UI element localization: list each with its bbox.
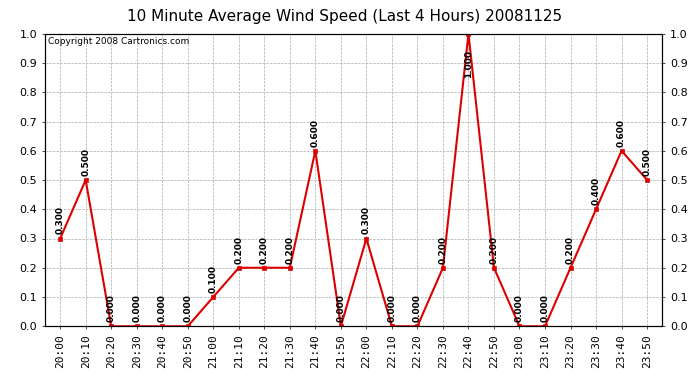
Text: 0.200: 0.200: [438, 236, 447, 264]
Text: 0.200: 0.200: [489, 236, 498, 264]
Text: 0.000: 0.000: [515, 294, 524, 322]
Text: 0.000: 0.000: [158, 294, 167, 322]
Text: 0.300: 0.300: [362, 206, 371, 234]
Text: 0.000: 0.000: [413, 294, 422, 322]
Text: 0.400: 0.400: [591, 177, 600, 205]
Text: 0.000: 0.000: [540, 294, 549, 322]
Text: 10 Minute Average Wind Speed (Last 4 Hours) 20081125: 10 Minute Average Wind Speed (Last 4 Hou…: [128, 9, 562, 24]
Text: 0.100: 0.100: [209, 265, 218, 293]
Text: 0.600: 0.600: [617, 118, 626, 147]
Text: 0.500: 0.500: [81, 148, 90, 176]
Text: 0.600: 0.600: [311, 118, 320, 147]
Text: 0.200: 0.200: [566, 236, 575, 264]
Text: 0.000: 0.000: [387, 294, 396, 322]
Text: 0.500: 0.500: [642, 148, 651, 176]
Text: 0.200: 0.200: [235, 236, 244, 264]
Text: 0.000: 0.000: [132, 294, 141, 322]
Text: 0.000: 0.000: [336, 294, 346, 322]
Text: 0.000: 0.000: [184, 294, 193, 322]
Text: Copyright 2008 Cartronics.com: Copyright 2008 Cartronics.com: [48, 37, 189, 46]
Text: 0.300: 0.300: [56, 206, 65, 234]
Text: 0.000: 0.000: [107, 294, 116, 322]
Text: 0.200: 0.200: [286, 236, 295, 264]
Text: 0.200: 0.200: [260, 236, 269, 264]
Text: 1.000: 1.000: [464, 50, 473, 78]
